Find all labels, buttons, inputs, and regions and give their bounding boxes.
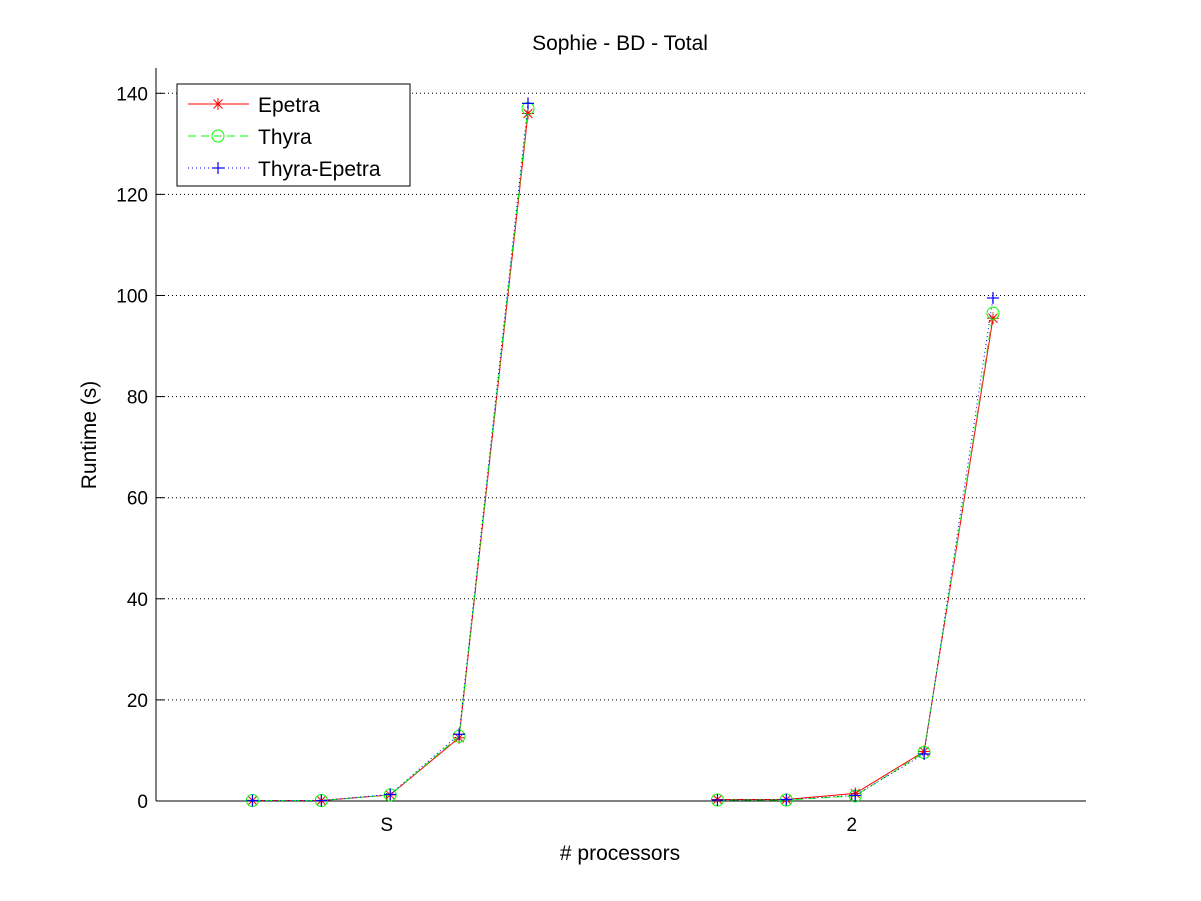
legend-label: Thyra: [258, 126, 312, 149]
y-tick-label: 20: [127, 691, 148, 712]
y-tick-label: 0: [137, 792, 148, 813]
series-epetra: [246, 107, 999, 807]
y-tick-label: 80: [127, 388, 148, 409]
legend-label: Thyra-Epetra: [258, 158, 381, 181]
legend-entry: Thyra-Epetra: [188, 158, 381, 181]
y-tick-label: 40: [127, 590, 148, 611]
y-axis-title: Runtime (s): [78, 381, 101, 490]
series-line: [717, 313, 994, 801]
series-line: [717, 318, 994, 800]
data-point: [315, 794, 328, 807]
x-axis-title: # processors: [560, 842, 680, 865]
series-line: [717, 297, 994, 801]
data-point: [849, 789, 862, 802]
x-tick-label: 2: [846, 815, 857, 836]
legend-entry: Thyra: [188, 126, 312, 149]
series-line: [252, 113, 529, 801]
series-thyra: [245, 101, 1000, 807]
legend-label: Epetra: [258, 94, 320, 117]
series: [245, 97, 1000, 807]
data-point: [986, 306, 1000, 320]
data-point: [918, 747, 931, 760]
grid: [156, 92, 1086, 701]
legend-box: [176, 83, 411, 187]
series-thyra-epetra: [246, 97, 999, 807]
series-line: [252, 103, 529, 801]
y-tick-label: 100: [116, 286, 148, 307]
data-point: [453, 728, 466, 741]
data-point: [384, 788, 397, 801]
legend-entry: Epetra: [188, 94, 320, 117]
x-tick-label: S: [380, 815, 393, 836]
y-tick-label: 120: [116, 185, 148, 206]
data-point: [212, 98, 224, 110]
data-point: [211, 129, 225, 143]
ticks: 0 20 40 60 80 100 120 140 S 2: [116, 84, 857, 836]
data-point: [246, 794, 259, 807]
y-tick-label: 140: [116, 84, 148, 105]
legend: Epetra Thyra Thyra-Epetra: [176, 83, 411, 187]
data-point: [987, 292, 999, 305]
chart-title: Sophie - BD - Total: [532, 32, 708, 55]
data-point: [711, 793, 724, 806]
data-point: [780, 793, 793, 806]
y-tick-label: 60: [127, 489, 148, 510]
data-point: [212, 162, 224, 174]
series-line: [252, 108, 529, 801]
data-point: [522, 97, 534, 110]
